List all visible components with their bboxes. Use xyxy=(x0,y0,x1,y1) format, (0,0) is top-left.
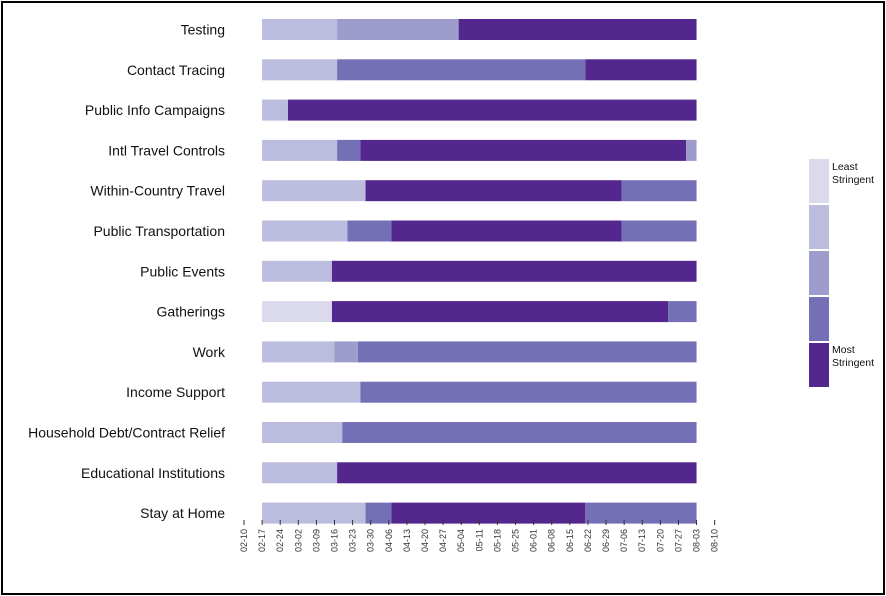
bar-segment xyxy=(347,220,392,242)
x-tick-label: 06-22 xyxy=(583,529,593,552)
bar-segment xyxy=(262,99,288,121)
legend-label: Most xyxy=(832,344,855,356)
bar-segment xyxy=(331,260,697,282)
x-tick-label: 03-02 xyxy=(293,529,303,552)
category-label: Testing xyxy=(181,22,225,38)
category-label: Public Events xyxy=(140,263,225,279)
bar-segment xyxy=(262,462,338,484)
x-tick-label: 08-10 xyxy=(710,529,720,552)
bar-segment xyxy=(337,139,361,161)
x-tick-label: 02-10 xyxy=(239,529,249,552)
bar-segment xyxy=(262,502,366,524)
category-label: Income Support xyxy=(126,384,225,400)
bar-segment xyxy=(391,220,622,242)
bar-segment xyxy=(365,502,392,524)
legend-label: Stringent xyxy=(832,357,874,369)
legend-swatch xyxy=(809,251,829,295)
bar-segment xyxy=(262,139,338,161)
legend-swatch xyxy=(809,343,829,387)
legend-label: Stringent xyxy=(832,174,874,186)
x-tick-label: 05-25 xyxy=(511,529,521,552)
category-label: Public Transportation xyxy=(93,223,225,239)
category-label: Educational Institutions xyxy=(81,465,225,481)
x-tick-label: 04-06 xyxy=(384,529,394,552)
bar-segment xyxy=(360,381,697,403)
legend-label: Least xyxy=(832,161,858,173)
bar-segment xyxy=(262,381,361,403)
bar-segment xyxy=(262,422,343,443)
category-label: Stay at Home xyxy=(140,505,225,521)
bar-segment xyxy=(365,180,622,202)
category-label: Public Info Campaigns xyxy=(85,102,225,118)
bar-segment xyxy=(337,19,459,40)
bar-segment xyxy=(262,260,332,282)
legend-swatch xyxy=(809,205,829,249)
x-tick-label: 08-03 xyxy=(692,529,702,552)
bar-segment xyxy=(262,341,335,363)
bar-segment xyxy=(458,19,697,40)
x-tick-label: 05-04 xyxy=(456,529,466,552)
bar-segment xyxy=(337,59,586,81)
x-tick-label: 03-23 xyxy=(348,529,358,552)
x-tick-label: 06-29 xyxy=(601,529,611,552)
x-tick-label: 02-17 xyxy=(257,529,267,552)
x-tick-label: 06-01 xyxy=(529,529,539,552)
x-tick-label: 04-13 xyxy=(402,529,412,552)
bar-segment xyxy=(585,502,697,524)
policy-stringency-chart: Testing Contact Tracing Public Info Campai… xyxy=(28,19,874,552)
bar-segment xyxy=(331,301,669,323)
bar-segment xyxy=(337,462,697,484)
category-label: Intl Travel Controls xyxy=(108,142,225,158)
x-tick-label: 06-08 xyxy=(547,529,557,552)
legend-swatch xyxy=(809,159,829,203)
x-tick-label: 07-20 xyxy=(655,529,665,552)
category-label: Gatherings xyxy=(157,304,225,320)
bar-segment xyxy=(262,180,366,202)
category-label: Work xyxy=(193,344,226,360)
x-tick-label: 07-06 xyxy=(619,529,629,552)
x-tick-label: 04-20 xyxy=(420,529,430,552)
bar-segment xyxy=(287,99,697,121)
bar-segment xyxy=(391,502,586,524)
bar-segment xyxy=(621,220,697,242)
x-tick-label: 03-30 xyxy=(366,529,376,552)
bar-segment xyxy=(686,139,697,161)
x-tick-label: 07-13 xyxy=(637,529,647,552)
bar-segment xyxy=(621,180,697,202)
x-tick-label: 07-27 xyxy=(673,529,683,552)
legend-swatch xyxy=(809,297,829,341)
x-tick-label: 05-18 xyxy=(492,529,502,552)
bar-segment xyxy=(357,341,697,363)
x-tick-label: 05-11 xyxy=(474,529,484,551)
bar-segment xyxy=(342,422,697,443)
x-tick-label: 04-27 xyxy=(438,529,448,552)
bar-segment xyxy=(262,59,338,81)
category-label: Within-Country Travel xyxy=(90,183,225,199)
bar-segment xyxy=(262,19,338,40)
bar-segment xyxy=(668,301,697,323)
bar-segment xyxy=(585,59,697,81)
x-tick-label: 02-24 xyxy=(275,529,285,552)
x-tick-label: 06-15 xyxy=(565,529,575,552)
bar-segment xyxy=(262,301,332,323)
bar-segment xyxy=(334,341,358,363)
category-label: Household Debt/Contract Relief xyxy=(28,425,225,441)
bar-segment xyxy=(360,139,687,161)
x-tick-label: 03-16 xyxy=(330,529,340,552)
bar-segment xyxy=(262,220,348,242)
category-label: Contact Tracing xyxy=(127,62,225,78)
x-tick-label: 03-09 xyxy=(311,529,321,552)
